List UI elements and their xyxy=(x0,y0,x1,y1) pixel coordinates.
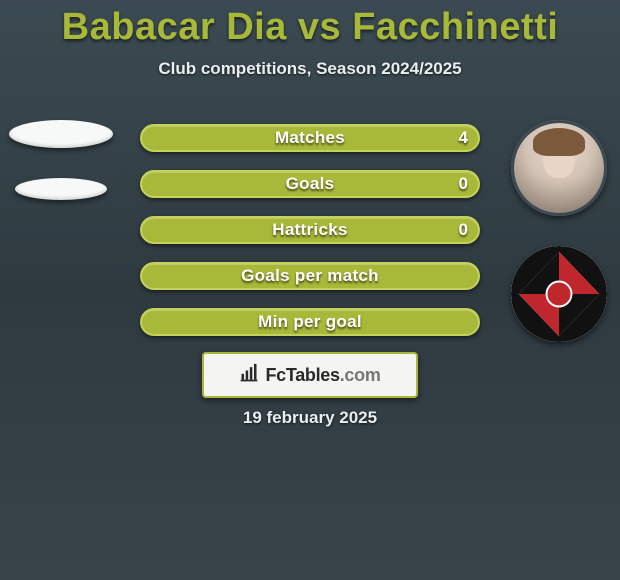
player-right-club-logo xyxy=(511,246,607,342)
player-left-avatar-placeholder xyxy=(9,120,113,148)
brand-main: Tables xyxy=(286,365,340,385)
stat-label: Hattricks xyxy=(142,218,478,242)
player-left-club-placeholder xyxy=(15,178,107,200)
subtitle: Club competitions, Season 2024/2025 xyxy=(0,59,620,79)
stat-label: Matches xyxy=(142,126,478,150)
stat-bar-goals-per-match: Goals per match xyxy=(140,262,480,290)
stat-label: Goals per match xyxy=(142,264,478,288)
date-line: 19 february 2025 xyxy=(0,408,620,428)
stat-right-value: 4 xyxy=(449,126,478,150)
bar-chart-icon xyxy=(239,363,259,388)
stat-right-value: 0 xyxy=(449,172,478,196)
stat-bar-hattricks: Hattricks 0 xyxy=(140,216,480,244)
stat-bar-goals: Goals 0 xyxy=(140,170,480,198)
footer-brand-card[interactable]: FcTables.com xyxy=(202,352,418,398)
right-player-column xyxy=(504,120,614,342)
stat-right-value xyxy=(458,264,478,288)
page-title: Babacar Dia vs Facchinetti xyxy=(0,0,620,49)
stat-bar-min-per-goal: Min per goal xyxy=(140,308,480,336)
stat-label: Min per goal xyxy=(142,310,478,334)
stat-right-value: 0 xyxy=(449,218,478,242)
stat-bar-matches: Matches 4 xyxy=(140,124,480,152)
left-player-column xyxy=(6,120,116,200)
brand-prefix: Fc xyxy=(265,365,285,385)
stats-bars: Matches 4 Goals 0 Hattricks 0 Goals per … xyxy=(140,124,480,336)
stat-right-value xyxy=(458,310,478,334)
footer-brand-text: FcTables.com xyxy=(265,365,380,386)
brand-suffix: .com xyxy=(340,365,381,385)
stat-label: Goals xyxy=(142,172,478,196)
player-right-photo xyxy=(511,120,607,216)
